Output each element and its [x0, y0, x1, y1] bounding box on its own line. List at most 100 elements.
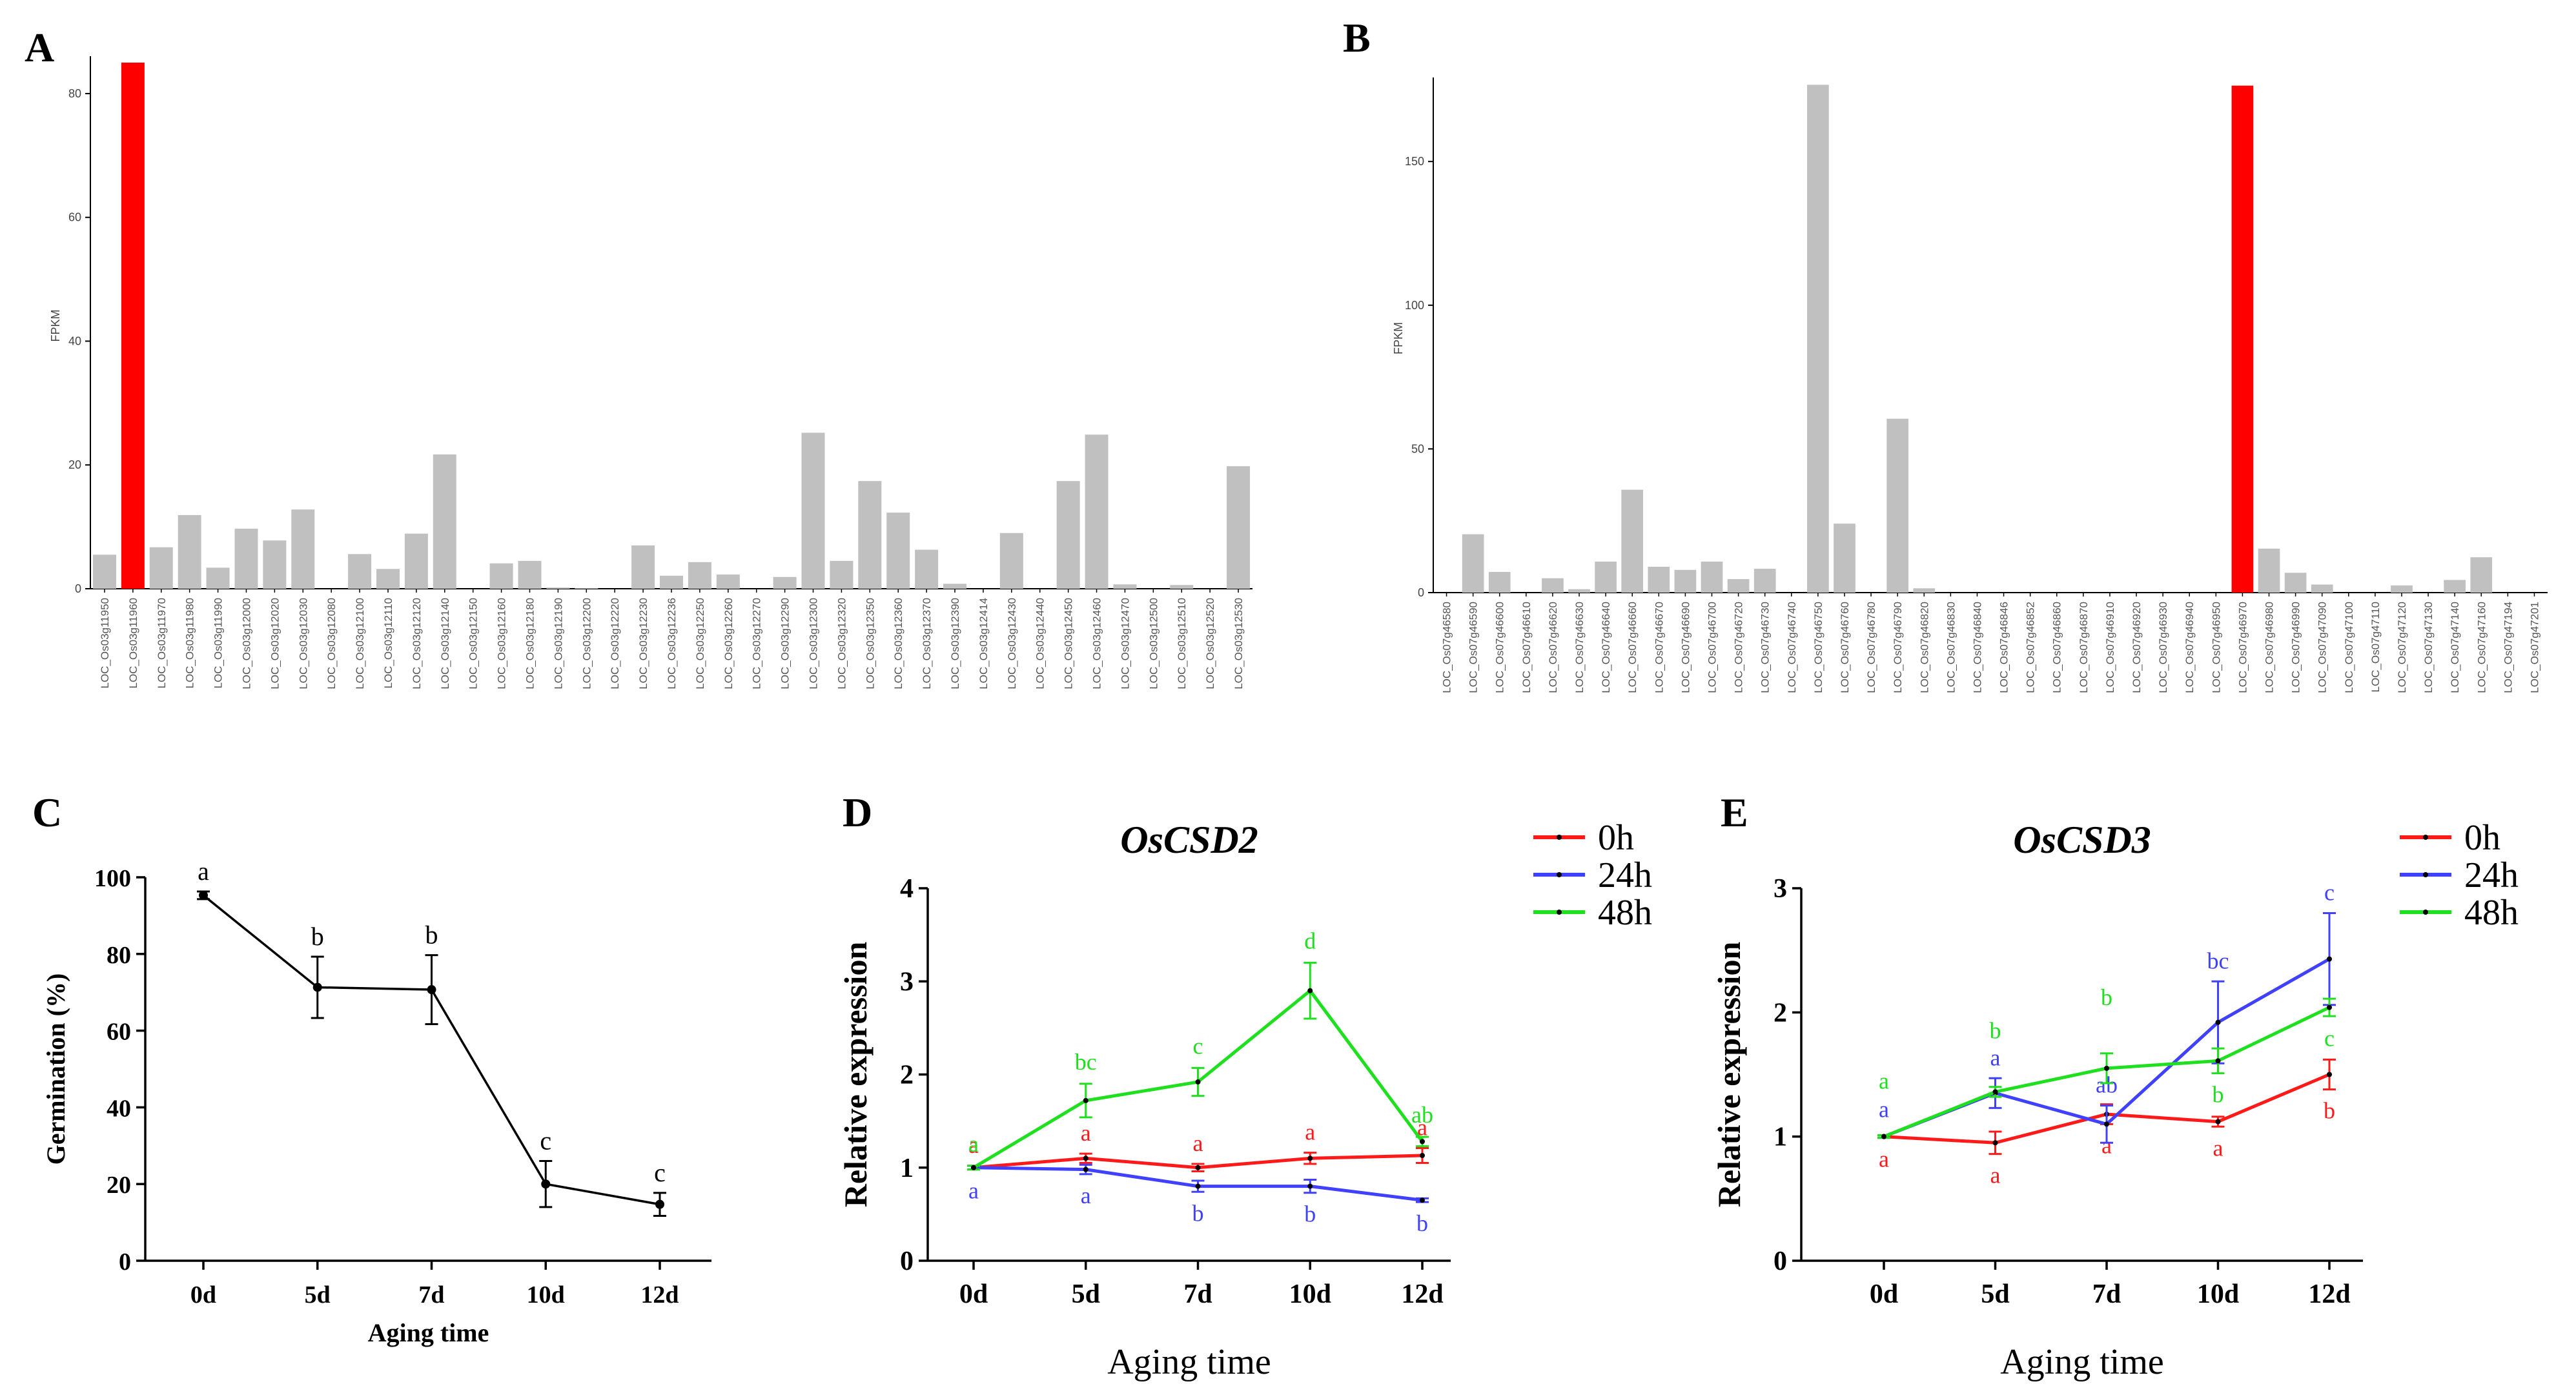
x-tick-label: 5d	[305, 1281, 331, 1308]
bar	[1727, 579, 1750, 593]
bar	[1056, 481, 1080, 589]
y-tick-label: 0	[119, 1248, 131, 1276]
x-tick-label: LOC_Os07g47120	[2396, 602, 2408, 693]
bar	[943, 584, 967, 589]
panel-label-d: D	[843, 789, 872, 835]
bar	[1595, 561, 1617, 593]
x-tick-label: LOC_Os07g46750	[1812, 602, 1825, 693]
data-point	[971, 1165, 976, 1170]
legend-label: 0h	[1598, 818, 1634, 858]
x-tick-label: LOC_Os07g46690	[1679, 602, 1692, 693]
x-tick-label: LOC_Os03g12290	[779, 598, 792, 689]
x-tick-label: LOC_Os07g46830	[1945, 602, 1957, 693]
y-tick-label: 60	[68, 211, 81, 224]
significance-letter: a	[1879, 1068, 1889, 1094]
data-point	[2215, 1019, 2221, 1025]
bar	[1085, 434, 1109, 589]
x-tick-label: LOC_Os07g46790	[1892, 602, 1904, 693]
bar	[660, 575, 683, 589]
significance-letter: a	[1879, 1097, 1889, 1123]
significance-letter: a	[2213, 1135, 2223, 1161]
data-point	[1195, 1165, 1201, 1170]
x-tick-label: LOC_Os07g46930	[2157, 602, 2169, 693]
x-tick-label: LOC_Os03g12110	[382, 598, 394, 689]
x-tick-label: LOC_Os07g47130	[2422, 602, 2435, 693]
y-tick-label: 2	[1774, 998, 1787, 1028]
y-axis-label: FPKM	[1392, 322, 1405, 354]
x-tick-label: LOC_Os07g46620	[1547, 602, 1559, 693]
significance-letter: a	[1081, 1120, 1091, 1146]
x-tick-label: LOC_Os07g46910	[2104, 602, 2116, 693]
y-tick-label: 0	[1418, 586, 1424, 599]
significance-letter: b	[425, 921, 438, 950]
bar	[2231, 85, 2254, 593]
x-tick-label: LOC_Os07g46630	[1573, 602, 1586, 693]
significance-letter: ab	[1411, 1102, 1433, 1128]
bar	[263, 540, 287, 589]
bar	[688, 562, 711, 589]
x-axis-label: Aging time	[1107, 1342, 1271, 1382]
y-tick-label: 1	[900, 1154, 914, 1183]
legend-label: 48h	[2464, 893, 2519, 933]
significance-letter: d	[1304, 928, 1316, 953]
panel-d-oscsd2-chart: 0 1 2 3 4 0d 5d 7d 10d 12d Aging time Relative expr…	[837, 818, 1652, 1382]
bar	[575, 588, 598, 589]
x-tick-label: LOC_Os03g12270	[751, 598, 763, 689]
x-tick-label: LOC_Os07g46860	[2051, 602, 2063, 693]
bar	[2444, 580, 2466, 593]
y-tick-label: 100	[94, 865, 131, 892]
x-tick-label: 7d	[1183, 1279, 1212, 1309]
x-tick-label: LOC_Os03g12190	[552, 598, 564, 689]
y-tick-label: 20	[107, 1172, 131, 1199]
x-tick-label: LOC_Os03g12080	[325, 598, 338, 689]
x-tick-label: 0d	[1870, 1279, 1898, 1309]
x-tick-label: LOC_Os07g46600	[1494, 602, 1506, 693]
significance-letter: a	[1417, 1114, 1427, 1140]
bar	[801, 433, 825, 589]
x-tick-label: LOC_Os03g11980	[184, 598, 196, 689]
x-tick-label: LOC_Os03g12150	[467, 598, 480, 689]
x-tick-label: 5d	[1981, 1279, 2009, 1309]
data-point	[2327, 1004, 2332, 1010]
x-tick-label: LOC_Os07g46730	[1759, 602, 1772, 693]
data-point	[2104, 1065, 2109, 1071]
x-tick-label: LOC_Os07g47100	[2343, 602, 2355, 693]
x-tick-label: LOC_Os03g12450	[1063, 598, 1075, 689]
y-tick-label: 100	[1405, 299, 1424, 312]
legend-marker	[2423, 910, 2428, 915]
data-point	[541, 1179, 551, 1189]
bar	[915, 549, 939, 589]
bar	[376, 569, 400, 589]
x-tick-label: LOC_Os07g46700	[1706, 602, 1719, 693]
significance-letter: b	[1416, 1210, 1428, 1236]
x-tick-label: LOC_Os03g12140	[439, 598, 451, 689]
legend-marker	[2423, 872, 2428, 877]
significance-letter: a	[1081, 1183, 1091, 1208]
bar	[1462, 534, 1484, 593]
x-tick-label: LOC_Os07g47110	[2369, 602, 2382, 693]
bar	[999, 533, 1023, 589]
significance-letter: b	[1304, 1201, 1316, 1227]
legend-label: 24h	[1598, 855, 1652, 895]
bar	[348, 554, 372, 589]
data-point	[312, 983, 322, 992]
data-point	[655, 1199, 664, 1209]
x-tick-label: 7d	[2092, 1279, 2121, 1309]
x-tick-label: LOC_Os07g46950	[2210, 602, 2222, 693]
x-tick-label: LOC_Os07g46780	[1865, 602, 1877, 693]
data-point	[1420, 1152, 1425, 1158]
y-tick-label: 0	[1774, 1247, 1787, 1276]
bar	[1913, 588, 1936, 593]
data-point	[1083, 1166, 1089, 1172]
x-tick-label: LOC_Os07g47090	[2316, 602, 2329, 693]
bar	[2391, 585, 2413, 593]
bar	[206, 567, 230, 589]
data-point	[1195, 1183, 1201, 1189]
data-point	[1307, 1183, 1313, 1189]
significance-letter: c	[1193, 1033, 1203, 1059]
legend-marker	[1557, 835, 1562, 840]
x-tick-label: LOC_Os03g12470	[1119, 598, 1131, 689]
y-axis-label: Relative expression	[837, 942, 874, 1208]
significance-letter: b	[1990, 1018, 2001, 1044]
